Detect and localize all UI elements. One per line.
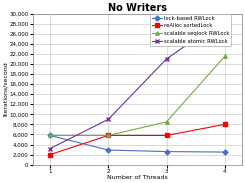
scalable seqlock RWLock (165, 121, 168, 123)
scalable atomic RWLock (107, 118, 110, 120)
scalable seqlock RWLock (49, 134, 51, 137)
reAlloc sortedLock (107, 134, 110, 137)
scalable seqlock RWLock (223, 55, 226, 57)
Legend: lock-based RWLock, reAlloc sortedLock, scalable seqlock RWLock, scalable atomic : lock-based RWLock, reAlloc sortedLock, s… (150, 14, 231, 46)
lock-based RWLock (107, 149, 110, 151)
Line: lock-based RWLock: lock-based RWLock (48, 134, 226, 154)
scalable atomic RWLock (223, 18, 226, 20)
Line: reAlloc sortedLock: reAlloc sortedLock (48, 123, 226, 156)
scalable seqlock RWLock (107, 134, 110, 137)
scalable atomic RWLock (49, 147, 51, 150)
reAlloc sortedLock (165, 134, 168, 137)
Line: scalable seqlock RWLock: scalable seqlock RWLock (48, 55, 226, 137)
Title: No Writers: No Writers (108, 3, 167, 13)
lock-based RWLock (165, 150, 168, 153)
scalable atomic RWLock (165, 58, 168, 60)
reAlloc sortedLock (223, 123, 226, 126)
reAlloc sortedLock (49, 154, 51, 156)
Y-axis label: Iterations/second: Iterations/second (3, 62, 8, 117)
X-axis label: Number of Threads: Number of Threads (107, 175, 168, 180)
lock-based RWLock (223, 151, 226, 153)
lock-based RWLock (49, 134, 51, 137)
Line: scalable atomic RWLock: scalable atomic RWLock (48, 17, 226, 150)
